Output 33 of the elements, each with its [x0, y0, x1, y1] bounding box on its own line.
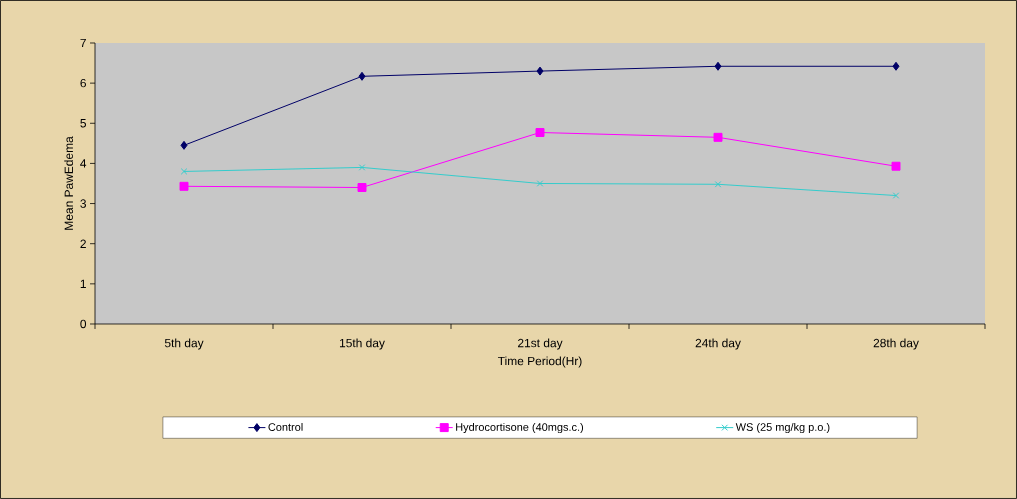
point — [536, 180, 544, 187]
point — [536, 66, 544, 76]
point — [180, 140, 188, 150]
y-tick-label: 0 — [80, 319, 87, 329]
y-tick-label: 4 — [80, 159, 87, 168]
point — [892, 192, 900, 199]
point — [357, 183, 367, 192]
y-tick-label: 2 — [80, 239, 86, 248]
point — [892, 61, 900, 71]
x-tick-label: 5th day — [164, 338, 204, 350]
x-tick-label: 28th day — [873, 338, 919, 350]
legend-label: WS (25 mg/kg p.o.) — [735, 422, 830, 434]
x-tick-label: 21st day — [518, 338, 563, 350]
legend-label: Hydrocortisone (40mgs.c.) — [456, 422, 584, 434]
point — [714, 61, 722, 71]
point — [714, 180, 722, 188]
y-tick-label: 6 — [80, 78, 86, 88]
y-tick-label: 1 — [80, 279, 86, 288]
x-tick-label: 24th day — [695, 338, 741, 350]
y-axis-title: Mean PawEdema — [64, 136, 74, 230]
point — [713, 132, 723, 142]
legend-label: Control — [268, 422, 303, 431]
point — [180, 168, 188, 175]
point — [891, 161, 901, 171]
x-axis-title: Time Period(Hr) — [497, 356, 582, 368]
point — [358, 71, 366, 81]
y-tick-label: 3 — [80, 199, 86, 208]
y-tick-label: 5 — [80, 119, 86, 128]
y-tick-label: 7 — [80, 38, 86, 48]
point — [179, 181, 189, 191]
x-tick-label: 15th day — [339, 338, 385, 350]
point — [358, 164, 366, 171]
point — [535, 128, 545, 137]
